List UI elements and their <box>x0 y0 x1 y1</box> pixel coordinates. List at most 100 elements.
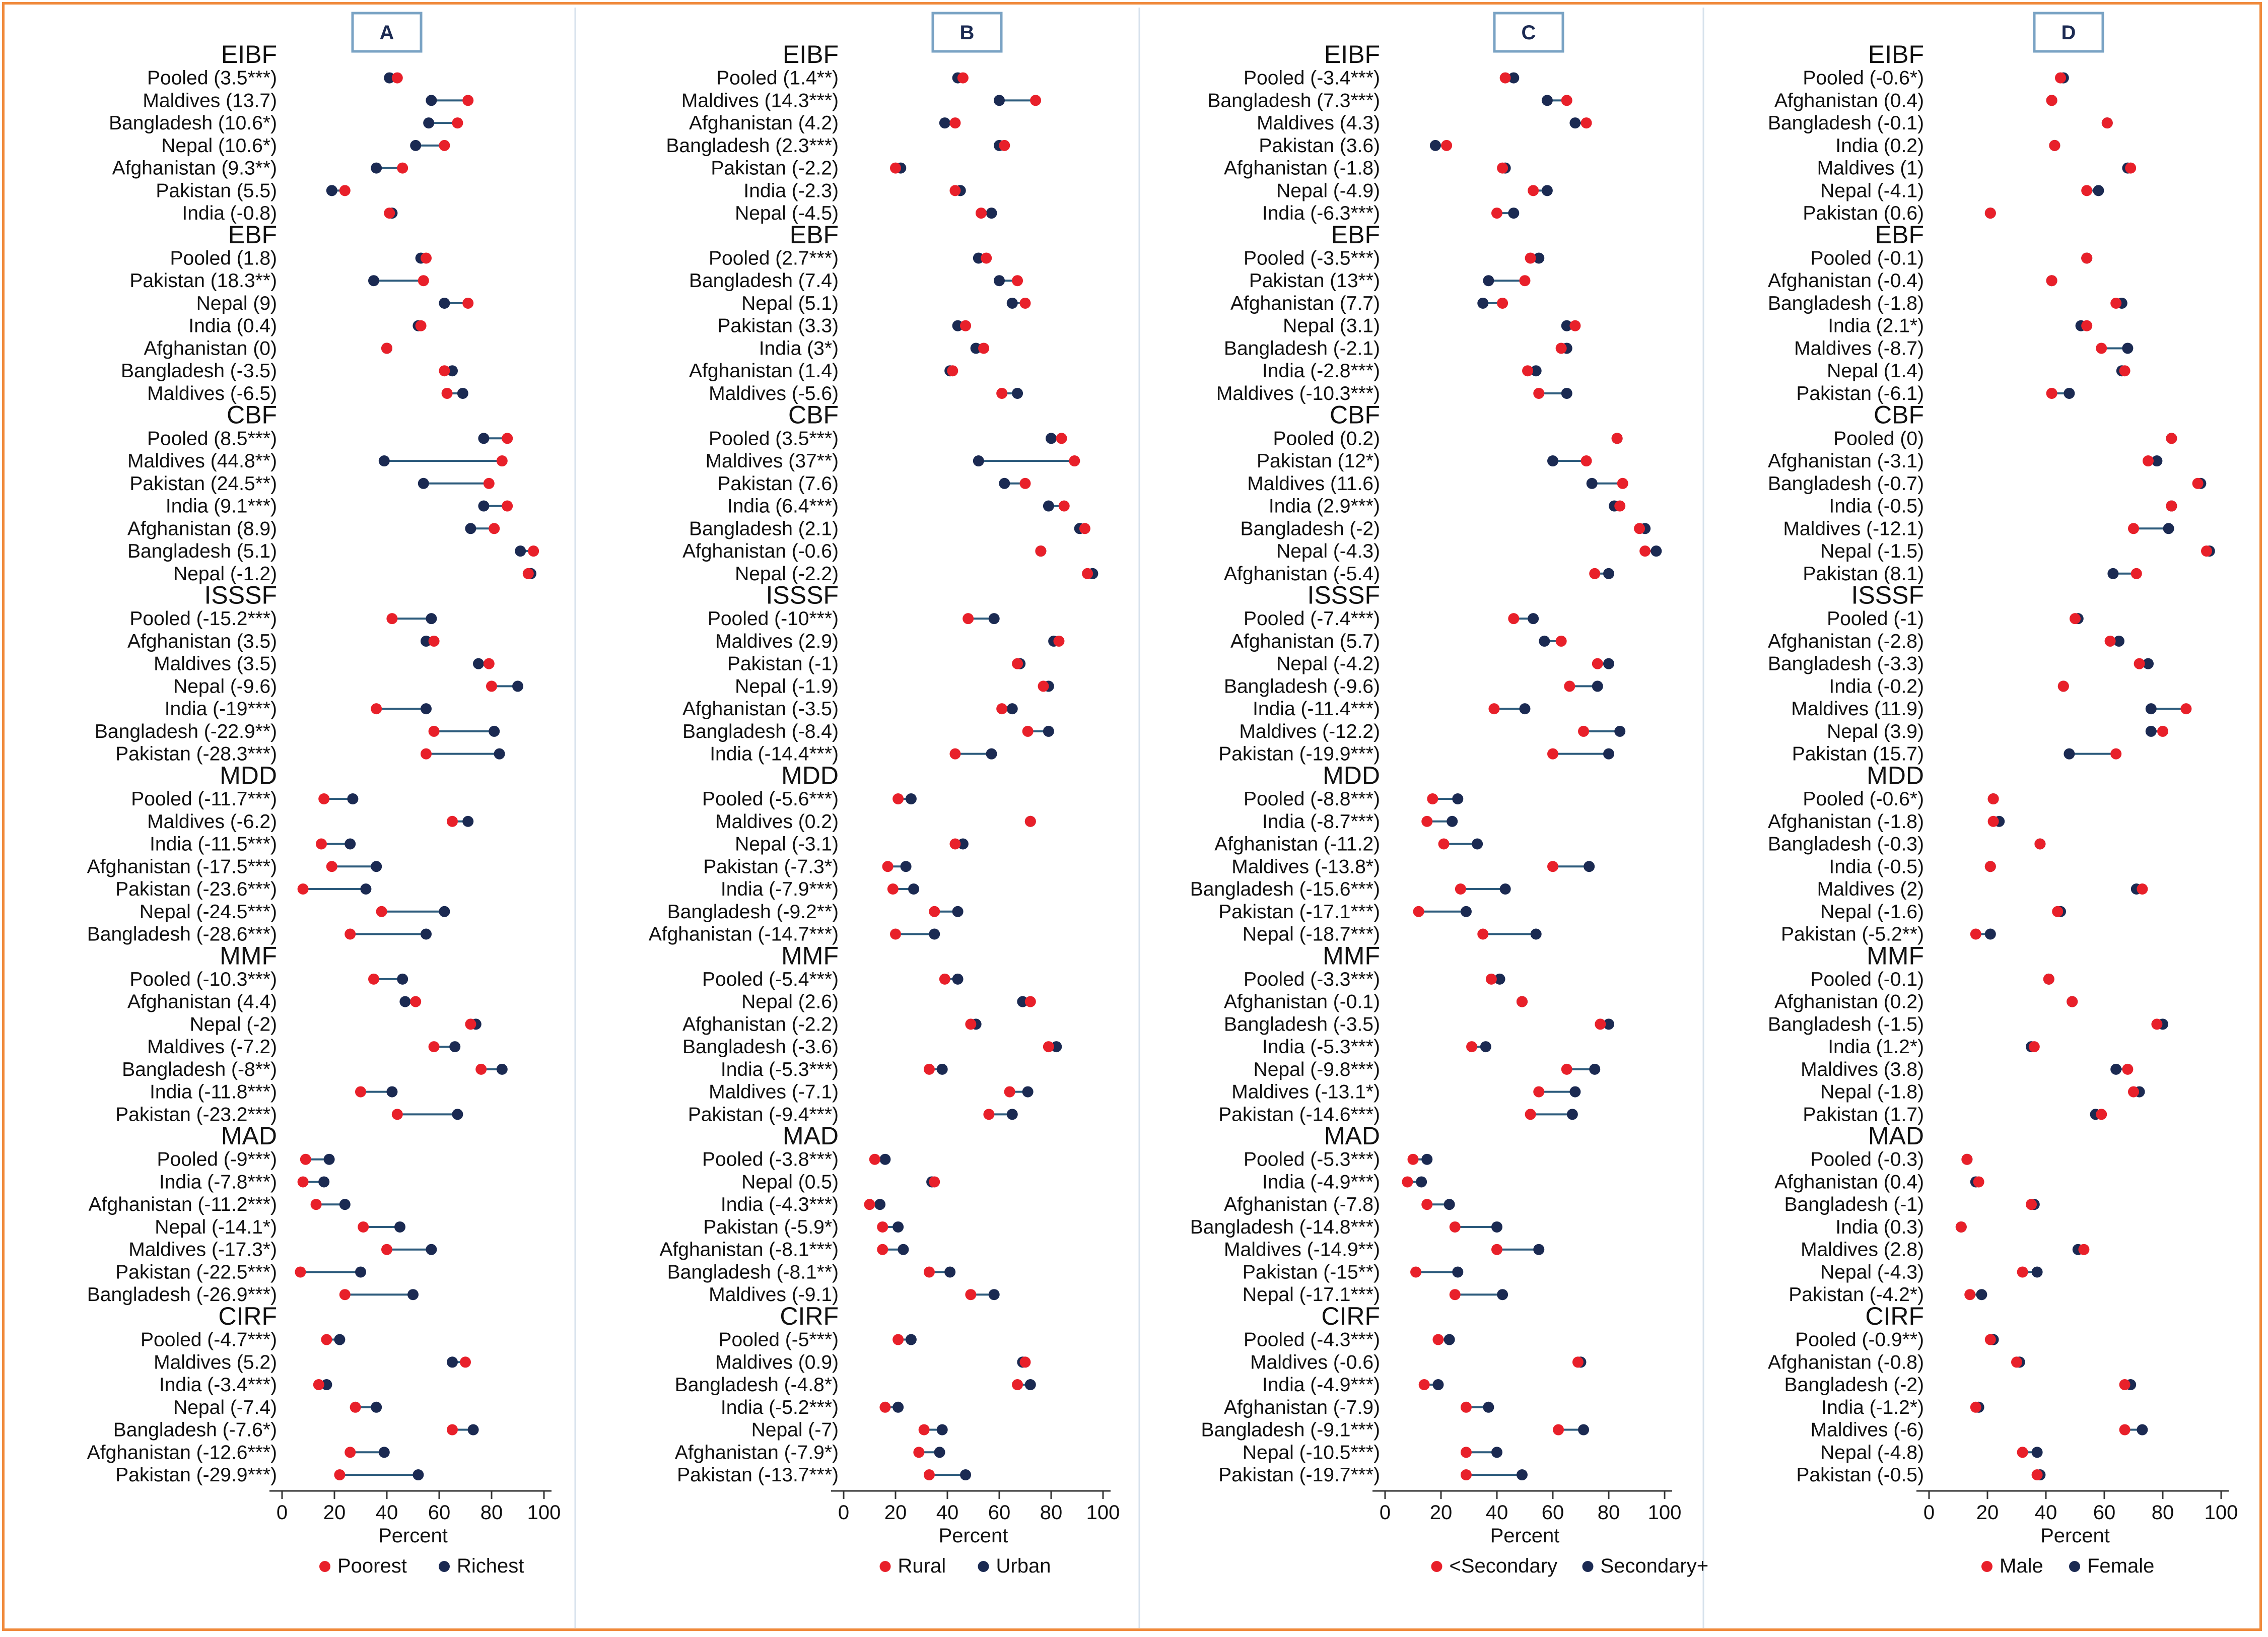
x-tick-label: 100 <box>2205 1502 2238 1524</box>
dot-female <box>2031 1266 2043 1278</box>
x-tick-label: 100 <box>1086 1502 1120 1524</box>
x-tick-label: 0 <box>277 1502 288 1524</box>
row-label: India (-0.2) <box>1829 675 1924 697</box>
row-label: Afghanistan (3.5) <box>127 631 277 652</box>
dot-secondary <box>1460 1401 1472 1413</box>
dot-secondary <box>1472 838 1483 850</box>
dot-secondary <box>1519 703 1531 715</box>
row-label: Nepal (-10.5***) <box>1243 1442 1380 1463</box>
dot-richest <box>339 1199 351 1210</box>
row-label: Nepal (-7.4) <box>173 1397 277 1418</box>
dot-urban <box>905 1334 917 1345</box>
group-header: EBF <box>228 221 277 249</box>
legend-label-right: Richest <box>457 1555 524 1577</box>
row-label: India (0.3) <box>1835 1216 1924 1238</box>
row-label: Nepal (-4.3) <box>1820 1261 1924 1283</box>
dot-poorest <box>421 748 432 760</box>
row-label: Nepal (-17.1***) <box>1243 1284 1380 1306</box>
row-label: Maldives (0.9) <box>715 1351 839 1373</box>
dot-secondary <box>1584 861 1595 872</box>
row-label: Pooled (-3.8***) <box>702 1149 839 1171</box>
dot-poorest <box>371 703 382 715</box>
dot-male <box>2180 703 2192 715</box>
dot-secondary <box>1611 433 1623 444</box>
row-label: India (-1.2*) <box>1821 1397 1924 1418</box>
dot-richest <box>426 613 437 625</box>
dot-male <box>2151 1018 2163 1030</box>
dot-rural <box>1019 478 1031 489</box>
dot-richest <box>371 1401 382 1413</box>
dot-male <box>2046 95 2057 106</box>
row-label: India (-5.3***) <box>1262 1036 1380 1058</box>
group-header: CBF <box>227 401 277 429</box>
dot-secondary <box>1466 1041 1478 1053</box>
row-label: India (-0.5) <box>1829 496 1924 517</box>
dot-male <box>2130 568 2142 579</box>
dot-male <box>2101 117 2113 129</box>
dot-richest <box>421 928 432 940</box>
row-label: Pooled (-4.3***) <box>1244 1329 1380 1351</box>
row-label: Pooled (-0.3) <box>1811 1149 1924 1171</box>
dot-poorest <box>310 1199 322 1210</box>
dot-male <box>2110 297 2122 309</box>
row-label: Maldives (0.2) <box>715 811 839 833</box>
group-header: CIRF <box>1321 1302 1380 1330</box>
row-label: India (-2.8***) <box>1262 360 1380 382</box>
dot-rural <box>949 185 961 196</box>
group-header: CIRF <box>1865 1302 1924 1330</box>
dot-secondary <box>1485 973 1497 985</box>
row-label: Nepal (2.6) <box>741 991 839 1013</box>
dot-rural <box>939 973 950 985</box>
dot-urban <box>1012 387 1023 399</box>
dot-richest <box>355 1266 366 1278</box>
dot-female <box>2145 703 2157 715</box>
dot-richest <box>449 1041 461 1053</box>
row-label: Afghanistan (8.9) <box>127 518 277 539</box>
row-label: Bangladesh (5.1) <box>127 540 277 562</box>
x-axis-title: Percent <box>939 1525 1008 1547</box>
row-label: Afghanistan (-12.6***) <box>87 1442 277 1463</box>
dot-poorest <box>483 478 495 489</box>
row-label: Bangladesh (7.3***) <box>1207 90 1380 111</box>
row-label: Maldives (-8.7) <box>1794 337 1924 359</box>
row-label: Pakistan (-15**) <box>1243 1261 1380 1283</box>
dot-urban <box>892 1221 904 1233</box>
dot-male <box>2046 387 2057 399</box>
row-label: Bangladesh (-9.1***) <box>1201 1419 1380 1441</box>
dot-poorest <box>376 906 387 917</box>
row-label: Pakistan (7.6) <box>717 473 839 495</box>
dot-richest <box>452 1109 463 1120</box>
row-label: Maldives (-13.8*) <box>1231 856 1380 877</box>
dot-secondary <box>1438 838 1450 850</box>
dot-secondary <box>1508 208 1520 219</box>
row-label: Pooled (-9***) <box>157 1149 277 1171</box>
dot-poorest <box>439 365 450 377</box>
dot-secondary <box>1530 928 1542 940</box>
row-label: Nepal (-1.9) <box>735 675 839 697</box>
row-label: Pakistan (-22.5***) <box>115 1261 277 1283</box>
panel-label: C <box>1522 22 1536 44</box>
dot-male <box>1973 1176 1984 1188</box>
row-label: Nepal (-4.1) <box>1820 180 1924 201</box>
dot-rural <box>1012 1379 1023 1391</box>
x-tick-label: 60 <box>2093 1502 2116 1524</box>
row-label: Maldives (2.9) <box>715 631 839 652</box>
row-label: Pooled (-0.1) <box>1811 247 1924 269</box>
row-label: Maldives (3.5) <box>154 653 277 675</box>
dot-male <box>2137 883 2148 895</box>
group-header: MAD <box>221 1122 277 1150</box>
group-header: EIBF <box>1324 40 1380 69</box>
dot-secondary <box>1499 72 1511 84</box>
dot-richest <box>478 500 490 512</box>
dot-male <box>2110 748 2122 760</box>
dot-richest <box>323 1153 335 1165</box>
row-label: Pooled (3.5***) <box>709 428 839 449</box>
x-tick-label: 0 <box>1923 1502 1935 1524</box>
group-header: MMF <box>220 941 277 970</box>
dot-urban <box>908 883 920 895</box>
row-label: Afghanistan (-0.8) <box>1768 1351 1924 1373</box>
dot-urban <box>952 973 964 985</box>
dot-secondary <box>1561 1063 1572 1075</box>
dot-male <box>2201 545 2212 557</box>
